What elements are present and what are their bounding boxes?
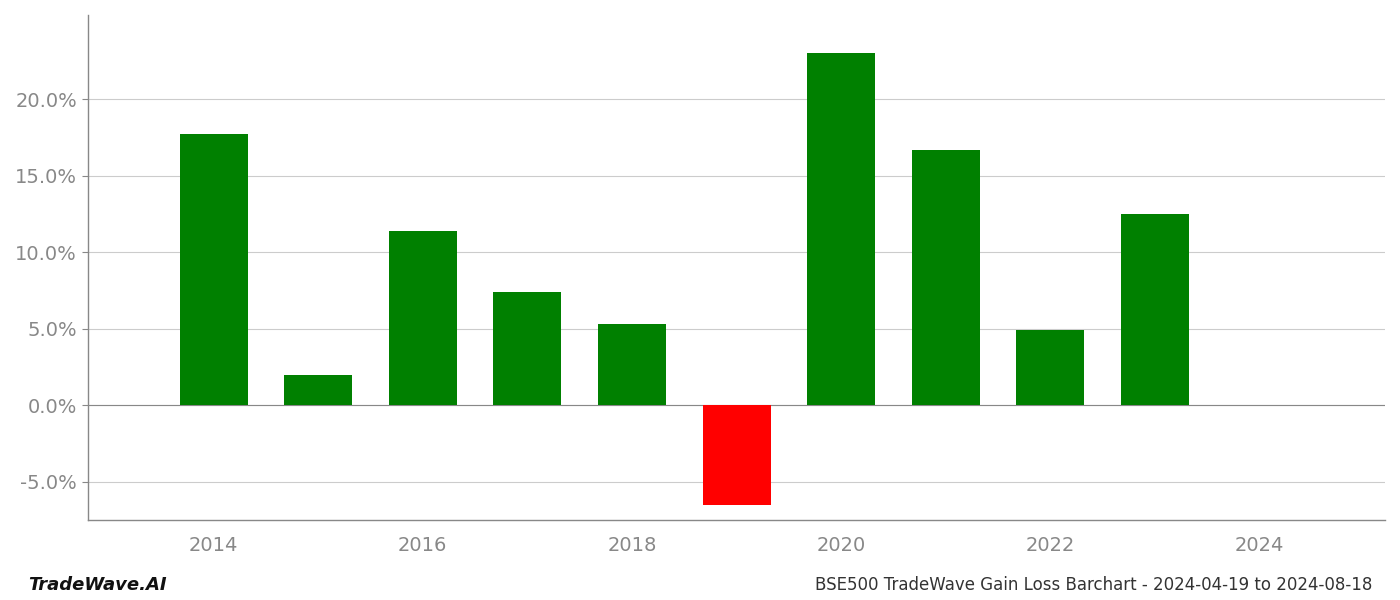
Bar [598,324,666,405]
Bar [389,231,456,405]
Bar [1016,330,1085,405]
Text: BSE500 TradeWave Gain Loss Barchart - 2024-04-19 to 2024-08-18: BSE500 TradeWave Gain Loss Barchart - 20… [815,576,1372,594]
Bar [1121,214,1189,405]
Text: TradeWave.AI: TradeWave.AI [28,576,167,594]
Bar [911,149,980,405]
Bar [703,405,770,505]
Bar [808,53,875,405]
Bar [493,292,561,405]
Bar [179,134,248,405]
Bar [284,374,353,405]
